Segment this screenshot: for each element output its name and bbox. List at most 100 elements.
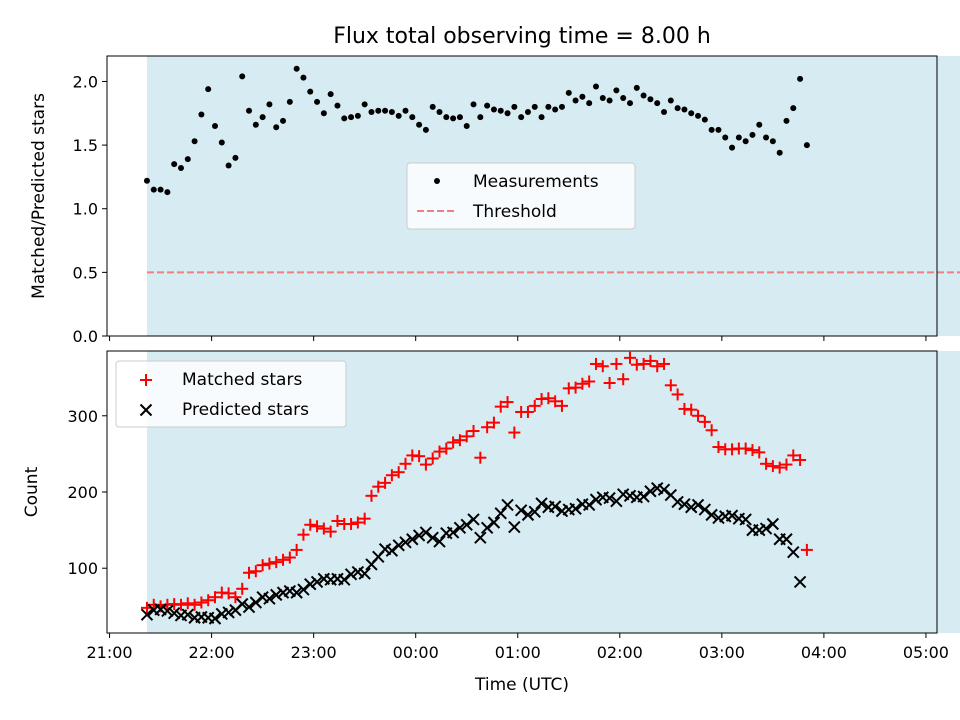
y-tick-label: 0.0 bbox=[73, 327, 98, 346]
y-tick-label: 2.0 bbox=[73, 72, 98, 91]
x-axis-label: Time (UTC) bbox=[474, 675, 569, 695]
measurement-point bbox=[627, 100, 634, 107]
measurement-point bbox=[368, 109, 375, 115]
matched-stars-point bbox=[596, 360, 609, 373]
matched-stars-point bbox=[202, 594, 215, 607]
measurement-point bbox=[409, 114, 416, 121]
matched-stars-point bbox=[249, 565, 262, 578]
measurement-point bbox=[273, 124, 280, 131]
predicted-stars-point bbox=[358, 567, 371, 580]
predicted-stars-point bbox=[392, 539, 405, 552]
legend-threshold-label: Threshold bbox=[472, 202, 557, 222]
matched-stars-point bbox=[739, 442, 752, 455]
measurement-point bbox=[266, 101, 273, 108]
measurement-point bbox=[695, 112, 702, 119]
predicted-stars-point bbox=[637, 490, 650, 503]
measurement-point bbox=[681, 106, 688, 113]
legend-matched-plus bbox=[140, 374, 152, 386]
matched-stars-point bbox=[311, 520, 324, 533]
measurement-point bbox=[402, 107, 409, 114]
measurement-point bbox=[143, 177, 150, 184]
y-tick-label: 200 bbox=[67, 483, 98, 502]
measurement-point bbox=[484, 102, 491, 109]
measurement-point bbox=[327, 91, 334, 98]
x-tick-label: 01:00 bbox=[495, 643, 541, 662]
matched-stars-point bbox=[481, 421, 494, 434]
matched-stars-point bbox=[358, 512, 371, 525]
measurement-point bbox=[252, 121, 259, 128]
y-tick-label: 100 bbox=[67, 559, 98, 578]
predicted-stars-point bbox=[474, 531, 487, 544]
predicted-stars-point bbox=[671, 495, 684, 509]
matched-stars-point bbox=[331, 514, 344, 527]
bottom-legend: Matched stars Predicted stars bbox=[115, 360, 347, 428]
measurement-point bbox=[177, 165, 184, 171]
predicted-stars-point bbox=[167, 606, 181, 620]
measurement-point bbox=[599, 95, 606, 101]
measurement-point bbox=[633, 84, 640, 91]
legend-matched-label: Matched stars bbox=[182, 370, 302, 390]
measurement-point bbox=[606, 97, 613, 104]
predicted-stars-series bbox=[140, 481, 807, 625]
measurement-point bbox=[497, 107, 504, 114]
measurement-point bbox=[450, 115, 457, 122]
predicted-stars-point bbox=[399, 536, 412, 549]
matched-stars-point bbox=[644, 354, 657, 367]
measurement-point bbox=[477, 114, 484, 121]
measurement-point bbox=[205, 86, 212, 93]
matched-stars-point bbox=[610, 357, 623, 370]
predicted-stars-point bbox=[344, 568, 358, 581]
predicted-stars-point bbox=[406, 533, 419, 546]
measurement-point bbox=[456, 114, 463, 121]
predicted-stars-point bbox=[787, 546, 800, 559]
matched-stars-point bbox=[236, 582, 249, 595]
matched-stars-point bbox=[413, 450, 426, 463]
measurement-point bbox=[388, 109, 395, 115]
x-tick-label: 23:00 bbox=[291, 643, 337, 662]
predicted-stars-point bbox=[644, 485, 657, 498]
matched-stars-point bbox=[229, 591, 242, 604]
predicted-stars-point bbox=[433, 535, 446, 548]
measurement-point bbox=[586, 100, 593, 107]
measurement-point bbox=[354, 112, 361, 119]
matched-stars-point bbox=[685, 403, 698, 416]
matched-stars-point bbox=[794, 453, 807, 466]
matched-stars-point bbox=[712, 441, 725, 454]
matched-stars-point bbox=[174, 598, 187, 611]
matched-stars-point bbox=[589, 357, 602, 370]
measurement-point bbox=[742, 138, 749, 145]
measurement-point bbox=[198, 111, 205, 118]
predicted-stars-point bbox=[548, 500, 562, 513]
measurement-point bbox=[259, 114, 266, 121]
x-tick-label: 21:00 bbox=[86, 643, 132, 662]
predicted-stars-point bbox=[766, 517, 780, 531]
matched-stars-point bbox=[766, 460, 779, 473]
measurement-point bbox=[763, 134, 770, 141]
predicted-stars-point bbox=[236, 597, 249, 611]
matched-stars-point bbox=[460, 430, 473, 443]
predicted-stars-point bbox=[222, 606, 235, 619]
measurement-point bbox=[565, 89, 572, 96]
matched-stars-point bbox=[243, 566, 256, 579]
matched-stars-point bbox=[181, 597, 194, 610]
matched-stars-point bbox=[760, 457, 773, 470]
measurement-point bbox=[307, 88, 314, 95]
predicted-stars-point bbox=[521, 508, 535, 522]
predicted-stars-point bbox=[535, 497, 548, 510]
measurement-point bbox=[722, 134, 729, 141]
chart-title: Flux total observing time = 8.00 h bbox=[333, 24, 711, 49]
bottom-x-axis: 21:00 22:00 23:00 00:00 01:00 02:00 03:00 04:00… bbox=[86, 633, 949, 662]
measurement-point bbox=[395, 112, 402, 119]
x-tick-label: 22:00 bbox=[189, 643, 235, 662]
matched-stars-point bbox=[549, 395, 562, 408]
matched-stars-point bbox=[290, 543, 303, 556]
bottom-axes-frame bbox=[106, 350, 938, 634]
matched-stars-point bbox=[583, 375, 596, 388]
measurement-point bbox=[592, 83, 599, 90]
measurement-point bbox=[463, 123, 470, 129]
top-y-axis-label: Matched/Predicted stars bbox=[29, 93, 49, 299]
matched-stars-point bbox=[277, 553, 290, 566]
predicted-stars-point bbox=[304, 578, 317, 591]
measurement-point bbox=[280, 117, 287, 124]
predicted-stars-point bbox=[480, 521, 494, 535]
